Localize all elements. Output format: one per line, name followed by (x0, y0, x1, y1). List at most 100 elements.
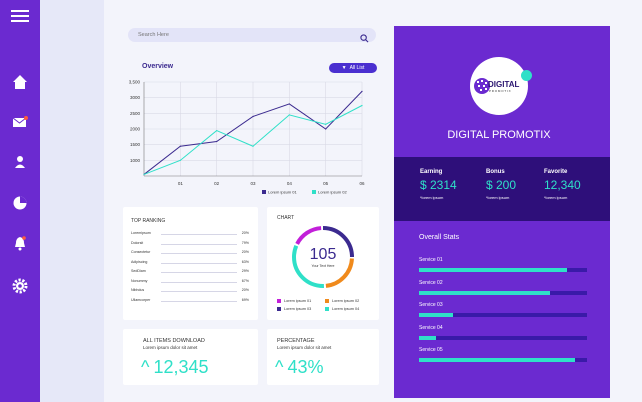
downloads-sub: Lorem ipsum dolor sit amet (143, 345, 198, 350)
top-ranking-title: TOP RANKING (131, 218, 166, 224)
chevron-down-icon: ▼ (341, 65, 347, 71)
search-input[interactable] (136, 30, 336, 40)
series-point-1 (288, 103, 290, 105)
series-point-1 (252, 115, 254, 118)
legend-label: Lorem ipsum 04 (332, 307, 360, 311)
overall-stats-title: Overall Stats (419, 234, 460, 241)
stat-bonus-sub: *lorem ipsum (486, 195, 510, 200)
series-point-1 (216, 140, 218, 143)
logo-text: DIGITAL (488, 80, 520, 89)
ranking-name: Ullamcorper (131, 297, 151, 302)
x-tick-label: 03 (250, 181, 256, 186)
service-progress-fill (419, 268, 567, 272)
donut-chart-title: CHART (277, 215, 295, 221)
series-point-1 (361, 90, 363, 92)
profile-panel: DIGITAL PROMOTIX DIGITAL PROMOTIX Earnin… (394, 26, 610, 398)
logo-dot (521, 70, 532, 81)
percentage-sub: Lorem ipsum dolor sit amet (277, 345, 332, 350)
legend-swatch (325, 299, 329, 303)
right-margin (610, 0, 642, 402)
bell-icon[interactable] (10, 233, 30, 253)
pie-chart-icon[interactable] (10, 193, 30, 213)
service-label: Service 04 (419, 324, 443, 331)
series-point-2 (216, 129, 218, 132)
ranking-line (161, 243, 237, 245)
donut-legend-item: Lorem ipsum 02 (325, 299, 359, 303)
legend-swatch (325, 307, 329, 311)
stat-bonus: Bonus $ 200 *lorem ipsum (486, 169, 516, 200)
ranking-line (161, 253, 237, 254)
ranking-pct: 20% (241, 288, 249, 292)
x-tick-label: 01 (178, 181, 184, 186)
stat-favorite-value: 12,340 (544, 178, 581, 192)
ranking-name: Dolorsit (131, 240, 144, 245)
donut-legend-item: Lorem ipsum 04 (325, 307, 359, 311)
line-chart: 3,500 3000 2500 2000 1500 1000 01 02 03 04 05 06 Lor… (129, 80, 365, 195)
ranking-row: Adipiscing 63% (131, 260, 249, 266)
percentage-value: ^ 43% (275, 357, 323, 378)
gear-icon[interactable] (10, 276, 30, 296)
ranking-name: Loremipsum (131, 231, 151, 235)
donut-legend-item: Lorem ipsum 03 (277, 307, 311, 311)
overview-title: Overview (142, 63, 174, 70)
main-content: Overview ▼ All List 3,500 3000 2500 2000 150… (104, 0, 394, 402)
downloads-number: 12,345 (153, 357, 209, 377)
chart-legend-swatch (312, 190, 316, 194)
stat-bonus-value: $ 200 (486, 178, 517, 192)
x-tick-label: 02 (214, 181, 220, 186)
ranking-row: SedDiam 29% (131, 269, 249, 275)
donut-segment-04 (292, 226, 354, 288)
home-icon[interactable] (10, 72, 30, 92)
ranking-line (161, 234, 237, 235)
series-point-2 (325, 123, 327, 125)
stat-bonus-label: Bonus (486, 169, 505, 175)
stats-band: Earning $ 2314 *lorem ipsum Bonus $ 200 … (394, 157, 610, 221)
service-label: Service 01 (419, 257, 443, 263)
downloads-card: ALL ITEMS DOWNLOAD Lorem ipsum dolor sit… (123, 329, 258, 385)
percentage-number: 43% (287, 357, 324, 377)
chart-legend-label: Lorem ipsum 02 (318, 190, 347, 195)
ranking-pct: 20% (241, 231, 249, 235)
all-list-label: All List (349, 65, 365, 71)
mail-icon[interactable] (10, 112, 30, 132)
ranking-name: Nibhdus (131, 288, 145, 292)
ranking-line (161, 272, 237, 273)
ranking-row: Consectetur 20% (131, 250, 249, 256)
downloads-title: ALL ITEMS DOWNLOAD (143, 338, 205, 344)
ranking-row: Nonummy 67% (131, 279, 249, 285)
search-icon[interactable] (360, 30, 369, 48)
downloads-value: ^ 12,345 (141, 357, 209, 378)
ranking-name: SedDiam (131, 269, 146, 273)
legend-swatch (277, 299, 281, 303)
x-tick-label: 05 (323, 181, 329, 186)
series-point-2 (143, 173, 145, 176)
ranking-name: Adipiscing (131, 259, 148, 264)
stat-favorite-sub: *lorem ipsum (544, 195, 568, 200)
donut-legend-item: Lorem ipsum 01 (277, 299, 311, 303)
percentage-card: PERCENTAGE Lorem ipsum dolor sit amet ^ 4… (267, 329, 379, 385)
service-label: Service 05 (419, 347, 443, 353)
search-bar[interactable] (128, 28, 376, 43)
ranking-name: Nonummy (131, 278, 148, 283)
profile-name: DIGITAL PROMOTIX (447, 129, 551, 141)
series-point-2 (361, 104, 363, 107)
user-icon[interactable] (10, 152, 30, 172)
ranking-row: Nibhdus 20% (131, 288, 249, 294)
ranking-pct: 67% (241, 278, 249, 283)
ranking-name: Consectetur (131, 250, 151, 254)
all-list-button[interactable]: ▼ All List (329, 63, 377, 73)
x-tick-label: 06 (359, 181, 365, 186)
y-tick-label: 2500 (130, 111, 141, 116)
donut-center-sub: Your Text Here (311, 264, 335, 268)
y-tick-label: 3,500 (129, 80, 141, 85)
stat-earning-value: $ 2314 (420, 178, 457, 192)
donut-segment-03 (292, 226, 354, 288)
ranking-pct: 20% (241, 250, 249, 254)
stat-favorite: Favorite 12,340 *lorem ipsum (544, 169, 581, 200)
stat-earning: Earning $ 2314 *lorem ipsum (420, 169, 457, 200)
ranking-row: Ullamcorper 69% (131, 298, 249, 304)
service-progress-fill (419, 358, 576, 362)
menu-icon[interactable] (10, 6, 30, 26)
legend-swatch (277, 307, 281, 311)
service-progress-fill (419, 335, 436, 340)
